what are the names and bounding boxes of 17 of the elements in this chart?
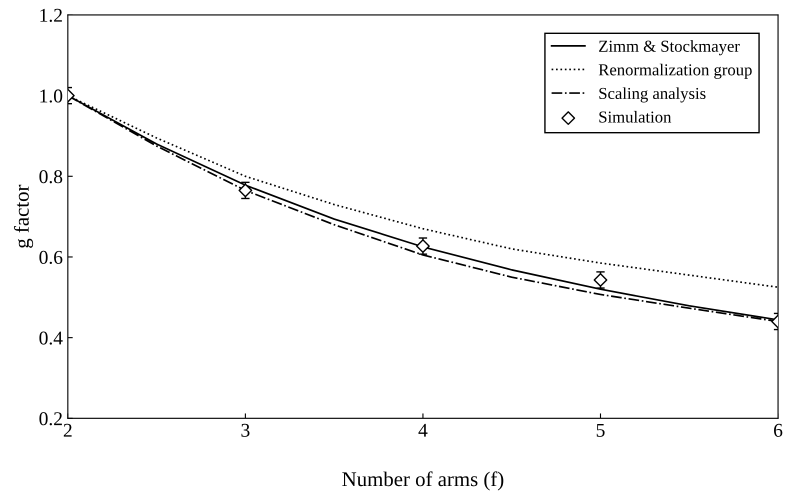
y-axis-title: g factor: [14, 184, 34, 248]
x-tick-label: 4: [418, 424, 428, 437]
x-axis-title: Number of arms (f): [342, 471, 504, 490]
legend-label: Zimm & Stockmayer: [599, 40, 740, 56]
y-tick-label: 1.0: [40, 89, 62, 103]
y-tick-label: 1.2: [40, 8, 62, 22]
y-tick-label: 0.4: [39, 331, 63, 345]
y-tick-label: 0.2: [39, 412, 62, 426]
legend-label: Renormalization group: [598, 64, 752, 79]
x-tick-label: 3: [241, 424, 250, 437]
x-tick-label: 5: [596, 424, 605, 437]
x-tick-label: 6: [774, 424, 782, 437]
legend-label: Scaling analysis: [599, 87, 706, 102]
y-tick-label: 0.6: [39, 250, 62, 264]
legend-label: Simulation: [599, 110, 672, 123]
y-tick-label: 0.8: [39, 170, 62, 184]
x-tick-label: 2: [64, 424, 72, 437]
